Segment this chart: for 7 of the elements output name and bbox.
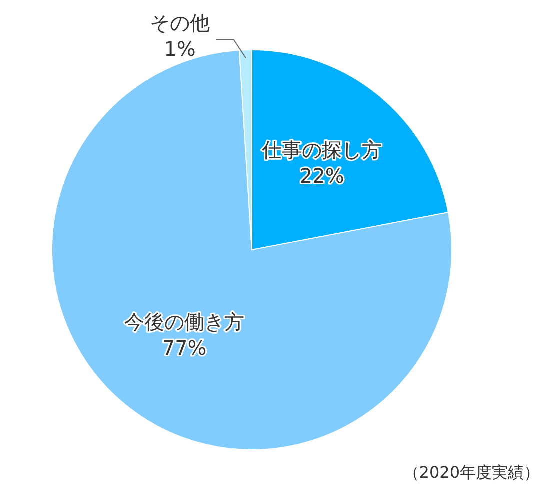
text: （2020年度実績）	[403, 463, 540, 482]
slice-label: その他	[150, 11, 210, 35]
data-label: 22%	[300, 164, 344, 188]
slice-label: 今後の働き方	[124, 310, 245, 334]
slice-label: 仕事の探し方	[261, 138, 382, 162]
data-label: 77%	[162, 336, 207, 360]
data-label: 1%	[164, 37, 196, 61]
